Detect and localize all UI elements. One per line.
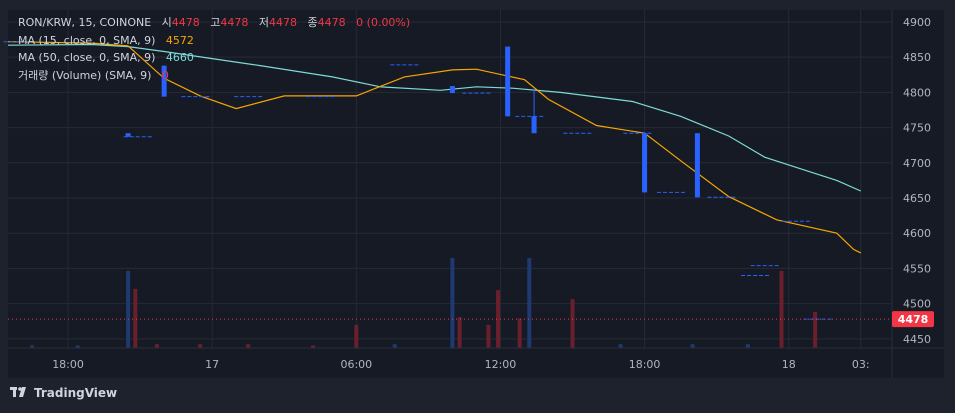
price-tick-label: 4450 <box>903 333 931 346</box>
legend-symbol-row[interactable]: RON/KRW, 15, COINONE 시4478 고4478 저4478 종… <box>18 14 410 32</box>
ma50-series-line <box>7 43 862 192</box>
volume-bar <box>779 270 784 348</box>
volume-bar <box>618 344 623 348</box>
branding[interactable]: TradingView <box>10 386 117 400</box>
ma50-line <box>7 43 862 192</box>
volume-bar <box>246 344 251 348</box>
current-price-label: 4478 <box>892 311 934 328</box>
volume-bar <box>126 270 131 348</box>
symbol-title: RON/KRW, 15, COINONE <box>18 16 152 29</box>
volume-bar <box>133 288 138 348</box>
price-tick-label: 4850 <box>903 51 931 64</box>
candle-body <box>125 133 131 137</box>
high-label: 고 <box>210 16 221 29</box>
low-value: 4478 <box>269 16 298 29</box>
time-tick-label: 17 <box>205 358 219 371</box>
change-value: 0 (0.00%) <box>356 16 411 29</box>
ma15-line <box>7 41 862 254</box>
current-price-text: 4478 <box>898 313 929 326</box>
close-label: 종 <box>307 16 318 29</box>
candle-body <box>642 133 648 193</box>
ma15-label: MA (15, close, 0, SMA, 9) <box>18 33 156 47</box>
tradingview-logo-icon <box>10 387 26 397</box>
ma15-value: 4572 <box>165 33 194 47</box>
volume-bar <box>570 299 575 348</box>
chart-legend: RON/KRW, 15, COINONE 시4478 고4478 저4478 종… <box>18 14 410 84</box>
price-tick-label: 4900 <box>903 16 931 29</box>
volume-bar <box>690 344 695 348</box>
volume-bar <box>517 318 522 348</box>
candle-body <box>449 86 455 94</box>
time-tick-label: 06:00 <box>340 358 372 371</box>
ma50-label: MA (50, close, 0, SMA, 9) <box>18 51 156 64</box>
volume-label: 거래량 (Volume) (SMA, 9) <box>18 68 152 82</box>
volume-bars <box>30 258 818 348</box>
volume-bar <box>30 345 35 348</box>
open-value: 4478 <box>171 16 200 29</box>
volume-bar <box>198 344 203 348</box>
volume-bar <box>457 317 462 348</box>
candle-body <box>694 133 700 198</box>
volume-bar <box>311 345 316 348</box>
legend-volume-row[interactable]: 거래량 (Volume) (SMA, 9) 0 <box>18 67 410 85</box>
candle-body <box>531 116 537 134</box>
volume-bar <box>450 258 455 348</box>
candle-body <box>161 65 167 97</box>
time-tick-label: 18 <box>782 358 796 371</box>
legend-ma50-row[interactable]: MA (50, close, 0, SMA, 9) 4660 <box>18 49 410 67</box>
time-tick-label: 12:00 <box>485 358 517 371</box>
candle-body <box>505 46 511 117</box>
price-tick-label: 4650 <box>903 192 931 205</box>
volume-bar <box>154 344 159 348</box>
volume-value: 0 <box>161 68 169 82</box>
price-tick-label: 4750 <box>903 122 931 135</box>
ma50-value: 4660 <box>165 51 194 64</box>
ma15-series-line <box>7 41 862 254</box>
price-tick-label: 4550 <box>903 262 931 275</box>
open-label: 시 <box>161 16 172 29</box>
branding-name: TradingView <box>34 386 118 400</box>
price-tick-label: 4600 <box>903 227 931 240</box>
close-value: 4478 <box>317 16 346 29</box>
volume-bar <box>354 324 359 348</box>
time-axis[interactable]: 18:00 17 06:00 12:00 18:00 18 03: <box>52 358 869 371</box>
volume-bar <box>496 290 501 348</box>
legend-ma15-row[interactable]: MA (15, close, 0, SMA, 9) 4572 <box>18 32 410 50</box>
volume-bar <box>813 312 818 348</box>
volume-bar <box>392 344 397 348</box>
volume-bar <box>745 344 750 348</box>
current-price-badge <box>892 311 934 328</box>
time-tick-label: 18:00 <box>52 358 84 371</box>
price-tick-label: 4700 <box>903 157 931 170</box>
low-label: 저 <box>258 16 270 29</box>
time-tick-label: 03: <box>852 358 870 371</box>
price-tick-label: 4800 <box>903 86 931 99</box>
volume-bar <box>75 345 80 348</box>
candles <box>3 41 832 320</box>
high-value: 4478 <box>220 16 249 29</box>
time-tick-label: 18:00 <box>629 358 661 371</box>
price-axis[interactable]: 4900 4850 4800 4750 4700 4650 4600 4550 4500 4450 <box>903 16 931 346</box>
volume-bar <box>527 258 532 348</box>
volume-bar <box>486 324 491 348</box>
price-tick-label: 4500 <box>903 298 931 311</box>
